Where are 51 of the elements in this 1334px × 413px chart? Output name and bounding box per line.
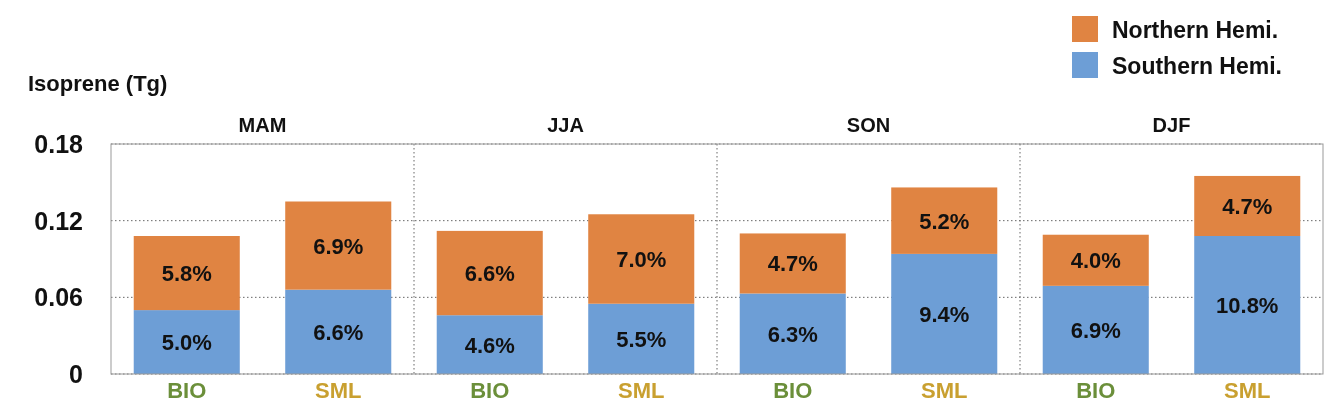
legend-label: Southern Hemi. — [1112, 53, 1282, 79]
bar — [891, 253, 998, 374]
bar — [133, 310, 240, 374]
x-tick-label: BIO — [470, 378, 510, 403]
bar — [588, 303, 695, 374]
bar — [436, 315, 543, 374]
y-tick-label: 0.18 — [34, 130, 84, 158]
bar — [1042, 234, 1149, 286]
bar — [588, 214, 695, 304]
data-label: 7.0% — [616, 247, 667, 272]
x-tick-label: BIO — [167, 378, 207, 403]
bar — [1042, 285, 1149, 374]
text: SON — [846, 114, 891, 136]
data-label: 6.9% — [313, 233, 364, 259]
x-tick-label: BIO — [773, 378, 813, 403]
bar — [1194, 175, 1301, 236]
data-label: 4.0% — [1070, 248, 1121, 274]
data-label: 6.6% — [313, 319, 364, 345]
x-tick-label: BIO — [1076, 378, 1116, 403]
bar — [739, 233, 846, 294]
data-label: 6.9% — [1070, 317, 1121, 343]
text: JJA — [547, 114, 584, 136]
data-label: 6.3% — [767, 321, 818, 347]
x-tick-label: SML — [1224, 378, 1271, 403]
x-tick-label: SML — [921, 378, 968, 403]
data-label: 4.6% — [464, 332, 515, 358]
y-axis-title: Isoprene (Tg) — [28, 71, 168, 96]
data-label: 9.4% — [919, 301, 970, 327]
data-label: 5.2% — [919, 208, 970, 234]
legend-label: Northern Hemi. — [1112, 17, 1279, 43]
data-label: 6.6% — [464, 261, 515, 287]
data-label: 4.7% — [767, 251, 818, 277]
y-tick-label: 0.06 — [34, 283, 83, 312]
bar — [285, 289, 392, 374]
bar — [133, 236, 240, 311]
y-tick-label: 0 — [69, 360, 83, 388]
data-label: 5.8% — [161, 261, 212, 287]
bar — [891, 187, 998, 254]
y-tick-label: 0.12 — [34, 206, 83, 235]
data-label: 4.7% — [1222, 193, 1273, 219]
text: DJF — [1152, 114, 1191, 136]
x-tick-label: SML — [315, 378, 362, 403]
data-label: 10.8% — [1216, 293, 1279, 318]
bar — [436, 230, 543, 316]
bar — [285, 201, 392, 290]
x-tick-label: SML — [618, 378, 665, 403]
data-label: 5.5% — [616, 326, 667, 352]
data-label: 5.0% — [161, 330, 212, 356]
text: MAM — [238, 114, 287, 136]
bar — [1194, 236, 1301, 374]
bar — [739, 293, 846, 374]
